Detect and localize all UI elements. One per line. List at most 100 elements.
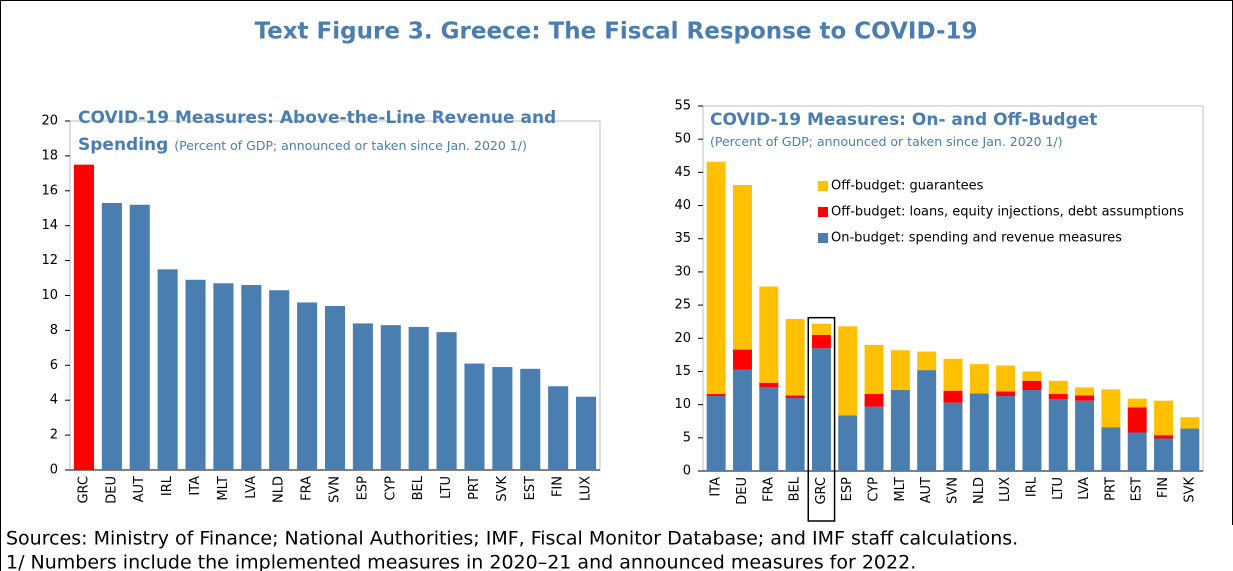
bar	[73, 164, 94, 470]
bar-segment	[785, 319, 805, 396]
figure-title: Text Figure 3. Greece: The Fiscal Respon…	[254, 19, 977, 45]
bar	[157, 269, 178, 470]
x-tick-label: EST	[1130, 477, 1145, 501]
x-tick-label: SVK	[495, 476, 510, 502]
bar-segment	[1022, 371, 1042, 381]
bar-segment	[733, 369, 752, 471]
y-tick-label: 15	[674, 364, 691, 379]
y-tick-label: 50	[674, 132, 691, 147]
bar-segment	[785, 395, 805, 398]
bar-segment	[864, 406, 884, 471]
y-tick-label: 0	[50, 463, 58, 478]
legend-label: On-budget: spending and revenue measures	[831, 231, 1122, 246]
y-tick-label: 25	[674, 298, 691, 313]
x-tick-label: ITA	[188, 476, 203, 496]
bar	[520, 368, 541, 470]
bar-segment	[733, 349, 752, 370]
bar-segment	[1127, 432, 1147, 471]
x-tick-label: NLD	[272, 476, 287, 503]
bar-segment	[943, 402, 963, 471]
y-tick-label: 16	[41, 183, 58, 198]
y-tick-label: 35	[674, 231, 691, 246]
bar	[101, 203, 122, 470]
x-tick-label: NLD	[972, 477, 987, 504]
x-tick-label: SVN	[946, 477, 961, 504]
x-tick-label: FIN	[1156, 477, 1171, 498]
bar-segment	[1048, 399, 1068, 471]
bar-segment	[917, 370, 937, 471]
x-tick-label: ITA	[709, 477, 724, 497]
y-tick-label: 8	[50, 323, 58, 338]
x-tick-label: SVK	[1182, 477, 1197, 503]
bar-segment	[890, 390, 910, 471]
bar	[408, 326, 429, 470]
bar-segment	[1101, 389, 1121, 428]
x-tick-label: LUX	[998, 477, 1013, 502]
x-tick-label: LTU	[439, 476, 454, 499]
x-tick-label: FIN	[551, 476, 566, 497]
x-tick-label: MLT	[216, 476, 231, 501]
y-tick-label: 20	[674, 331, 691, 346]
x-tick-label: LUX	[579, 476, 594, 501]
bar-segment	[969, 364, 989, 394]
y-tick-label: 2	[50, 428, 58, 443]
bar-segment	[1022, 390, 1042, 471]
bar-segment	[996, 391, 1016, 397]
x-tick-label: FRA	[300, 476, 315, 501]
y-tick-label: 14	[41, 218, 58, 233]
bar-segment	[759, 382, 779, 388]
chart-title: COVID-19 Measures: Above-the-Line Revenu…	[78, 108, 557, 155]
bar-segment	[1075, 387, 1095, 396]
x-tick-label: CYP	[867, 477, 882, 502]
legend-swatch	[818, 233, 828, 243]
x-tick-label: DEU	[104, 476, 119, 504]
x-tick-label: DEU	[735, 477, 750, 505]
bar	[492, 367, 513, 470]
x-tick-label: AUT	[919, 477, 934, 503]
y-tick-label: 6	[50, 358, 58, 373]
note: 1/ Numbers include the implemented measu…	[6, 552, 916, 571]
bar	[185, 279, 206, 470]
bar-segment	[1075, 400, 1095, 471]
bar-segment	[864, 394, 884, 407]
chart-subtitle: (Percent of GDP; announced or taken sinc…	[174, 138, 527, 153]
bar	[269, 290, 290, 470]
x-tick-label: PRT	[1103, 477, 1118, 501]
x-tick-label: GRC	[76, 476, 91, 504]
bar-segment	[1022, 380, 1042, 391]
bar-segment	[706, 394, 726, 397]
bar-segment	[996, 365, 1016, 392]
x-tick-label: SVN	[328, 476, 343, 503]
bar-segment	[733, 184, 752, 350]
x-tick-label: IRL	[1024, 476, 1039, 497]
x-tick-label: LTU	[1051, 477, 1066, 500]
x-tick-label: BEL	[788, 476, 803, 501]
bar-segment	[759, 387, 779, 471]
y-tick-label: 4	[50, 393, 58, 408]
legend-label: Off-budget: guarantees	[831, 179, 984, 194]
bar-segment	[811, 323, 831, 335]
bar	[213, 283, 234, 470]
x-tick-label: LVA	[244, 476, 259, 499]
bar	[241, 285, 262, 470]
bar-segment	[838, 415, 858, 471]
bar	[436, 332, 457, 470]
bar	[324, 305, 346, 470]
y-tick-label: 55	[674, 99, 691, 114]
bar	[380, 325, 401, 470]
bar	[297, 302, 318, 470]
bar-segment	[1154, 435, 1173, 439]
legend-swatch	[818, 181, 828, 191]
bar-segment	[1048, 394, 1068, 400]
bar-segment	[811, 334, 831, 349]
bar-segment	[1048, 380, 1068, 395]
bar-segment	[1127, 407, 1147, 433]
bar-segment	[890, 350, 910, 391]
x-tick-label: AUT	[132, 476, 147, 502]
bar-segment	[1075, 395, 1095, 401]
y-tick-label: 20	[41, 114, 58, 129]
bar-segment	[943, 358, 963, 391]
bar-segment	[785, 398, 805, 471]
